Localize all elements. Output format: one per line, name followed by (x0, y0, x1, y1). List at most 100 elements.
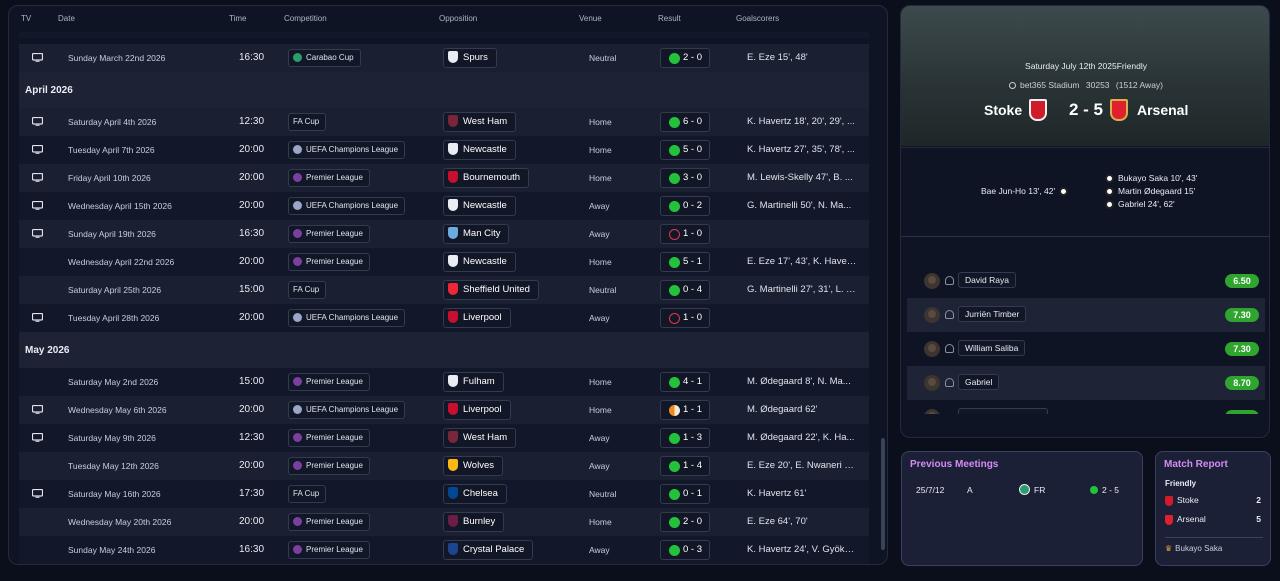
result-badge[interactable]: 0 - 3 (660, 540, 710, 560)
table-row[interactable]: Saturday April 25th 2026 15:00 FA Cup Sheff… (19, 276, 869, 304)
opposition-badge[interactable]: Burnley (443, 512, 505, 532)
match-time: 12:30 (239, 116, 265, 127)
competition-badge[interactable]: Premier League (288, 225, 370, 243)
table-row[interactable]: Sunday April 19th 2026 16:30 Premier Leagu… (19, 220, 869, 248)
player-name[interactable]: William Saliba (958, 340, 1026, 356)
competition-badge[interactable]: Premier League (288, 541, 370, 559)
opposition-badge[interactable]: West Ham (443, 112, 517, 132)
win-icon (669, 173, 680, 184)
opposition-badge[interactable]: Spurs (443, 48, 497, 68)
opposition-badge[interactable]: Chelsea (443, 484, 507, 504)
opposition-badge[interactable]: Fulham (443, 372, 504, 392)
result-badge[interactable]: 6 - 0 (660, 112, 710, 132)
opposition-badge[interactable]: Man City (443, 224, 510, 244)
table-row[interactable]: Wednesday May 20th 2026 20:00 Premier Leag… (19, 508, 869, 536)
opposition-badge[interactable]: Newcastle (443, 196, 516, 216)
home-team[interactable]: Stoke (984, 102, 1023, 118)
opposition-badge[interactable]: Crystal Palace (443, 540, 534, 560)
result-badge[interactable]: 1 - 3 (660, 428, 710, 448)
result-badge[interactable]: 0 - 1 (660, 484, 710, 504)
competition-badge[interactable]: Premier League (288, 253, 370, 271)
ball-icon (1105, 174, 1114, 184)
competition-badge[interactable]: FA Cup (288, 485, 327, 503)
result-badge[interactable]: 1 - 4 (660, 456, 710, 476)
opposition-badge[interactable]: Wolves (443, 456, 503, 476)
table-row[interactable]: Saturday April 4th 2026 12:30 FA Cup West H… (19, 108, 869, 136)
competition-badge[interactable]: UEFA Champions League (288, 401, 406, 419)
table-row[interactable]: Tuesday April 28th 2026 20:00 UEFA Champio… (19, 304, 869, 332)
result-badge[interactable]: 1 - 1 (660, 400, 710, 420)
table-row[interactable]: Tuesday May 12th 2026 20:00 Premier League… (19, 452, 869, 480)
result-badge[interactable]: 0 - 4 (660, 280, 710, 300)
competition-badge[interactable]: Premier League (288, 457, 370, 475)
player-row[interactable]: Gabriel 8.70 (907, 366, 1265, 400)
newcastle-crest-icon (448, 255, 458, 268)
table-header: TV Date Time Competition Opposition Venu… (9, 6, 887, 32)
away-scorer: Martin Ødegaard 15' (1101, 186, 1195, 197)
result-badge[interactable]: 0 - 2 (660, 196, 710, 216)
result-score: 1 - 1 (682, 404, 702, 415)
table-row[interactable]: Saturday May 9th 2026 12:30 Premier League… (19, 424, 869, 452)
avatar (924, 409, 940, 414)
table-row[interactable]: Tuesday April 7th 2026 20:00 UEFA Champion… (19, 136, 869, 164)
col-venue[interactable]: Venue (579, 14, 602, 23)
opposition-badge[interactable]: Newcastle (443, 140, 516, 160)
uefa-champions-league-icon (293, 313, 302, 323)
competition-badge[interactable]: Premier League (288, 513, 370, 531)
player-name[interactable]: Gabriel (958, 374, 1000, 390)
result-badge[interactable]: 5 - 1 (660, 252, 710, 272)
competition-badge[interactable]: Premier League (288, 429, 370, 447)
col-competition[interactable]: Competition (284, 14, 327, 23)
player-name[interactable]: David Raya (958, 272, 1016, 288)
result-badge[interactable]: 2 - 0 (660, 512, 710, 532)
scrollbar[interactable] (881, 438, 885, 550)
table-row[interactable]: Saturday May 16th 2026 17:30 FA Cup Chelsea… (19, 480, 869, 508)
col-opposition[interactable]: Opposition (439, 14, 478, 23)
competition-badge[interactable]: Carabao Cup (288, 49, 361, 67)
competition-badge[interactable]: UEFA Champions League (288, 309, 406, 327)
competition-badge[interactable]: UEFA Champions League (288, 197, 406, 215)
opposition-badge[interactable]: Liverpool (443, 308, 511, 328)
competition-badge[interactable]: Premier League (288, 169, 370, 187)
table-row[interactable]: Sunday May 24th 2026 16:30 Premier League C… (19, 536, 869, 564)
match-time: 17:30 (239, 488, 265, 499)
match-venue: Neutral (589, 285, 617, 295)
goalscorers (747, 220, 857, 248)
match-score: 2 - 5 (1068, 100, 1104, 119)
result-badge[interactable]: 3 - 0 (660, 168, 710, 188)
col-date[interactable]: Date (58, 14, 75, 23)
result-score: 0 - 2 (682, 200, 702, 211)
result-badge[interactable]: 2 - 0 (660, 48, 710, 68)
result-badge[interactable]: 5 - 0 (660, 140, 710, 160)
opposition-badge[interactable]: Bournemouth (443, 168, 530, 188)
table-row[interactable]: Sunday March 22nd 2026 16:30 Carabao Cup… (19, 44, 869, 72)
competition-badge[interactable]: FA Cup (288, 113, 327, 131)
previous-meetings-panel: Previous Meetings 25/7/12 A FR 2 - 5 (901, 451, 1143, 566)
col-tv[interactable]: TV (21, 14, 32, 23)
col-goalscorers[interactable]: Goalscorers (736, 14, 780, 23)
match-time: 16:30 (239, 544, 265, 555)
table-row[interactable]: Saturday May 2nd 2026 15:00 Premier League… (19, 368, 869, 396)
player-row[interactable]: Jurriën Timber 7.30 (907, 298, 1265, 332)
table-row[interactable]: Wednesday May 6th 2026 20:00 UEFA Champion… (19, 396, 869, 424)
table-row[interactable]: Wednesday April 15th 2026 20:00 UEFA Champ… (19, 192, 869, 220)
match-report-panel[interactable]: Match Report Friendly Stoke 2 Arsenal 5 ♛ B… (1155, 451, 1271, 566)
player-name[interactable]: Jurriën Timber (958, 306, 1027, 322)
opposition-badge[interactable]: West Ham (443, 428, 517, 448)
table-row[interactable]: Friday April 10th 2026 20:00 Premier Leagu… (19, 164, 869, 192)
competition-badge[interactable]: UEFA Champions League (288, 141, 406, 159)
player-row[interactable]: David Raya 6.50 (907, 264, 1265, 298)
player-row[interactable]: William Saliba 7.30 (907, 332, 1265, 366)
result-badge[interactable]: 1 - 0 (660, 224, 710, 244)
opposition-badge[interactable]: Newcastle (443, 252, 516, 272)
opposition-badge[interactable]: Liverpool (443, 400, 511, 420)
competition-badge[interactable]: FA Cup (288, 281, 327, 299)
table-row[interactable]: Wednesday April 22nd 2026 20:00 Premier Le… (19, 248, 869, 276)
col-time[interactable]: Time (229, 14, 247, 23)
result-badge[interactable]: 1 - 0 (660, 308, 710, 328)
col-result[interactable]: Result (658, 14, 681, 23)
result-badge[interactable]: 4 - 1 (660, 372, 710, 392)
away-team[interactable]: Arsenal (1137, 102, 1189, 118)
opposition-badge[interactable]: Sheffield United (443, 280, 539, 300)
competition-badge[interactable]: Premier League (288, 373, 370, 391)
